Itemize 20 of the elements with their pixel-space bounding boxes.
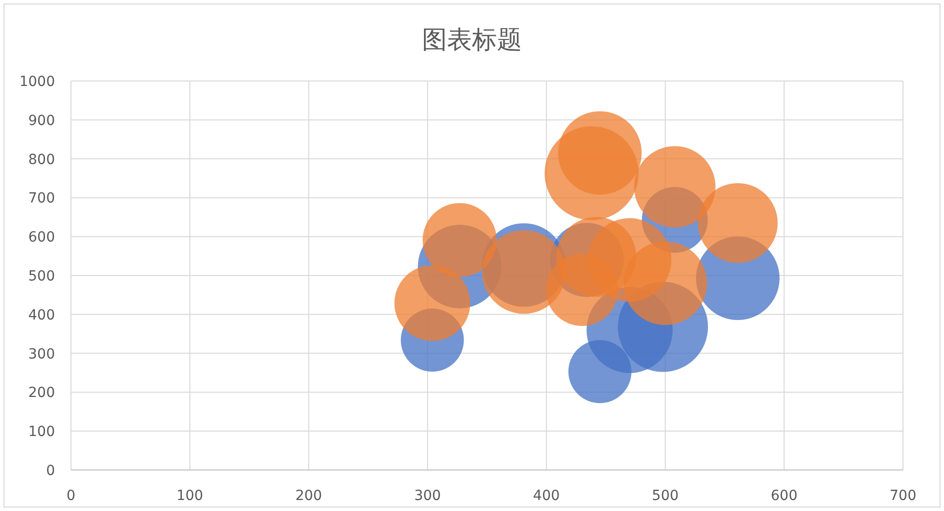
y-tick-label: 100 [28,424,55,440]
chart-title: 图表标题 [422,25,522,54]
x-tick-label: 100 [176,488,204,504]
x-tick-label: 200 [295,488,322,504]
y-tick-label: 800 [28,152,55,168]
x-tick-label: 300 [414,488,441,504]
y-tick-label: 900 [28,112,55,129]
y-tick-label: 400 [28,307,55,324]
y-tick-label: 1000 [19,74,55,90]
y-tick-label: 200 [28,385,55,402]
x-tick-label: 400 [533,488,560,504]
x-tick-label: 500 [652,488,679,504]
x-tick-label: 700 [890,488,916,504]
y-tick-label: 300 [28,346,55,362]
x-tick-label: 600 [770,488,798,504]
y-tick-label: 500 [28,268,55,284]
y-tick-label: 0 [46,463,55,479]
y-tick-label: 600 [28,230,55,246]
y-tick-label: 700 [28,190,55,207]
x-tick-label: 0 [66,488,76,504]
